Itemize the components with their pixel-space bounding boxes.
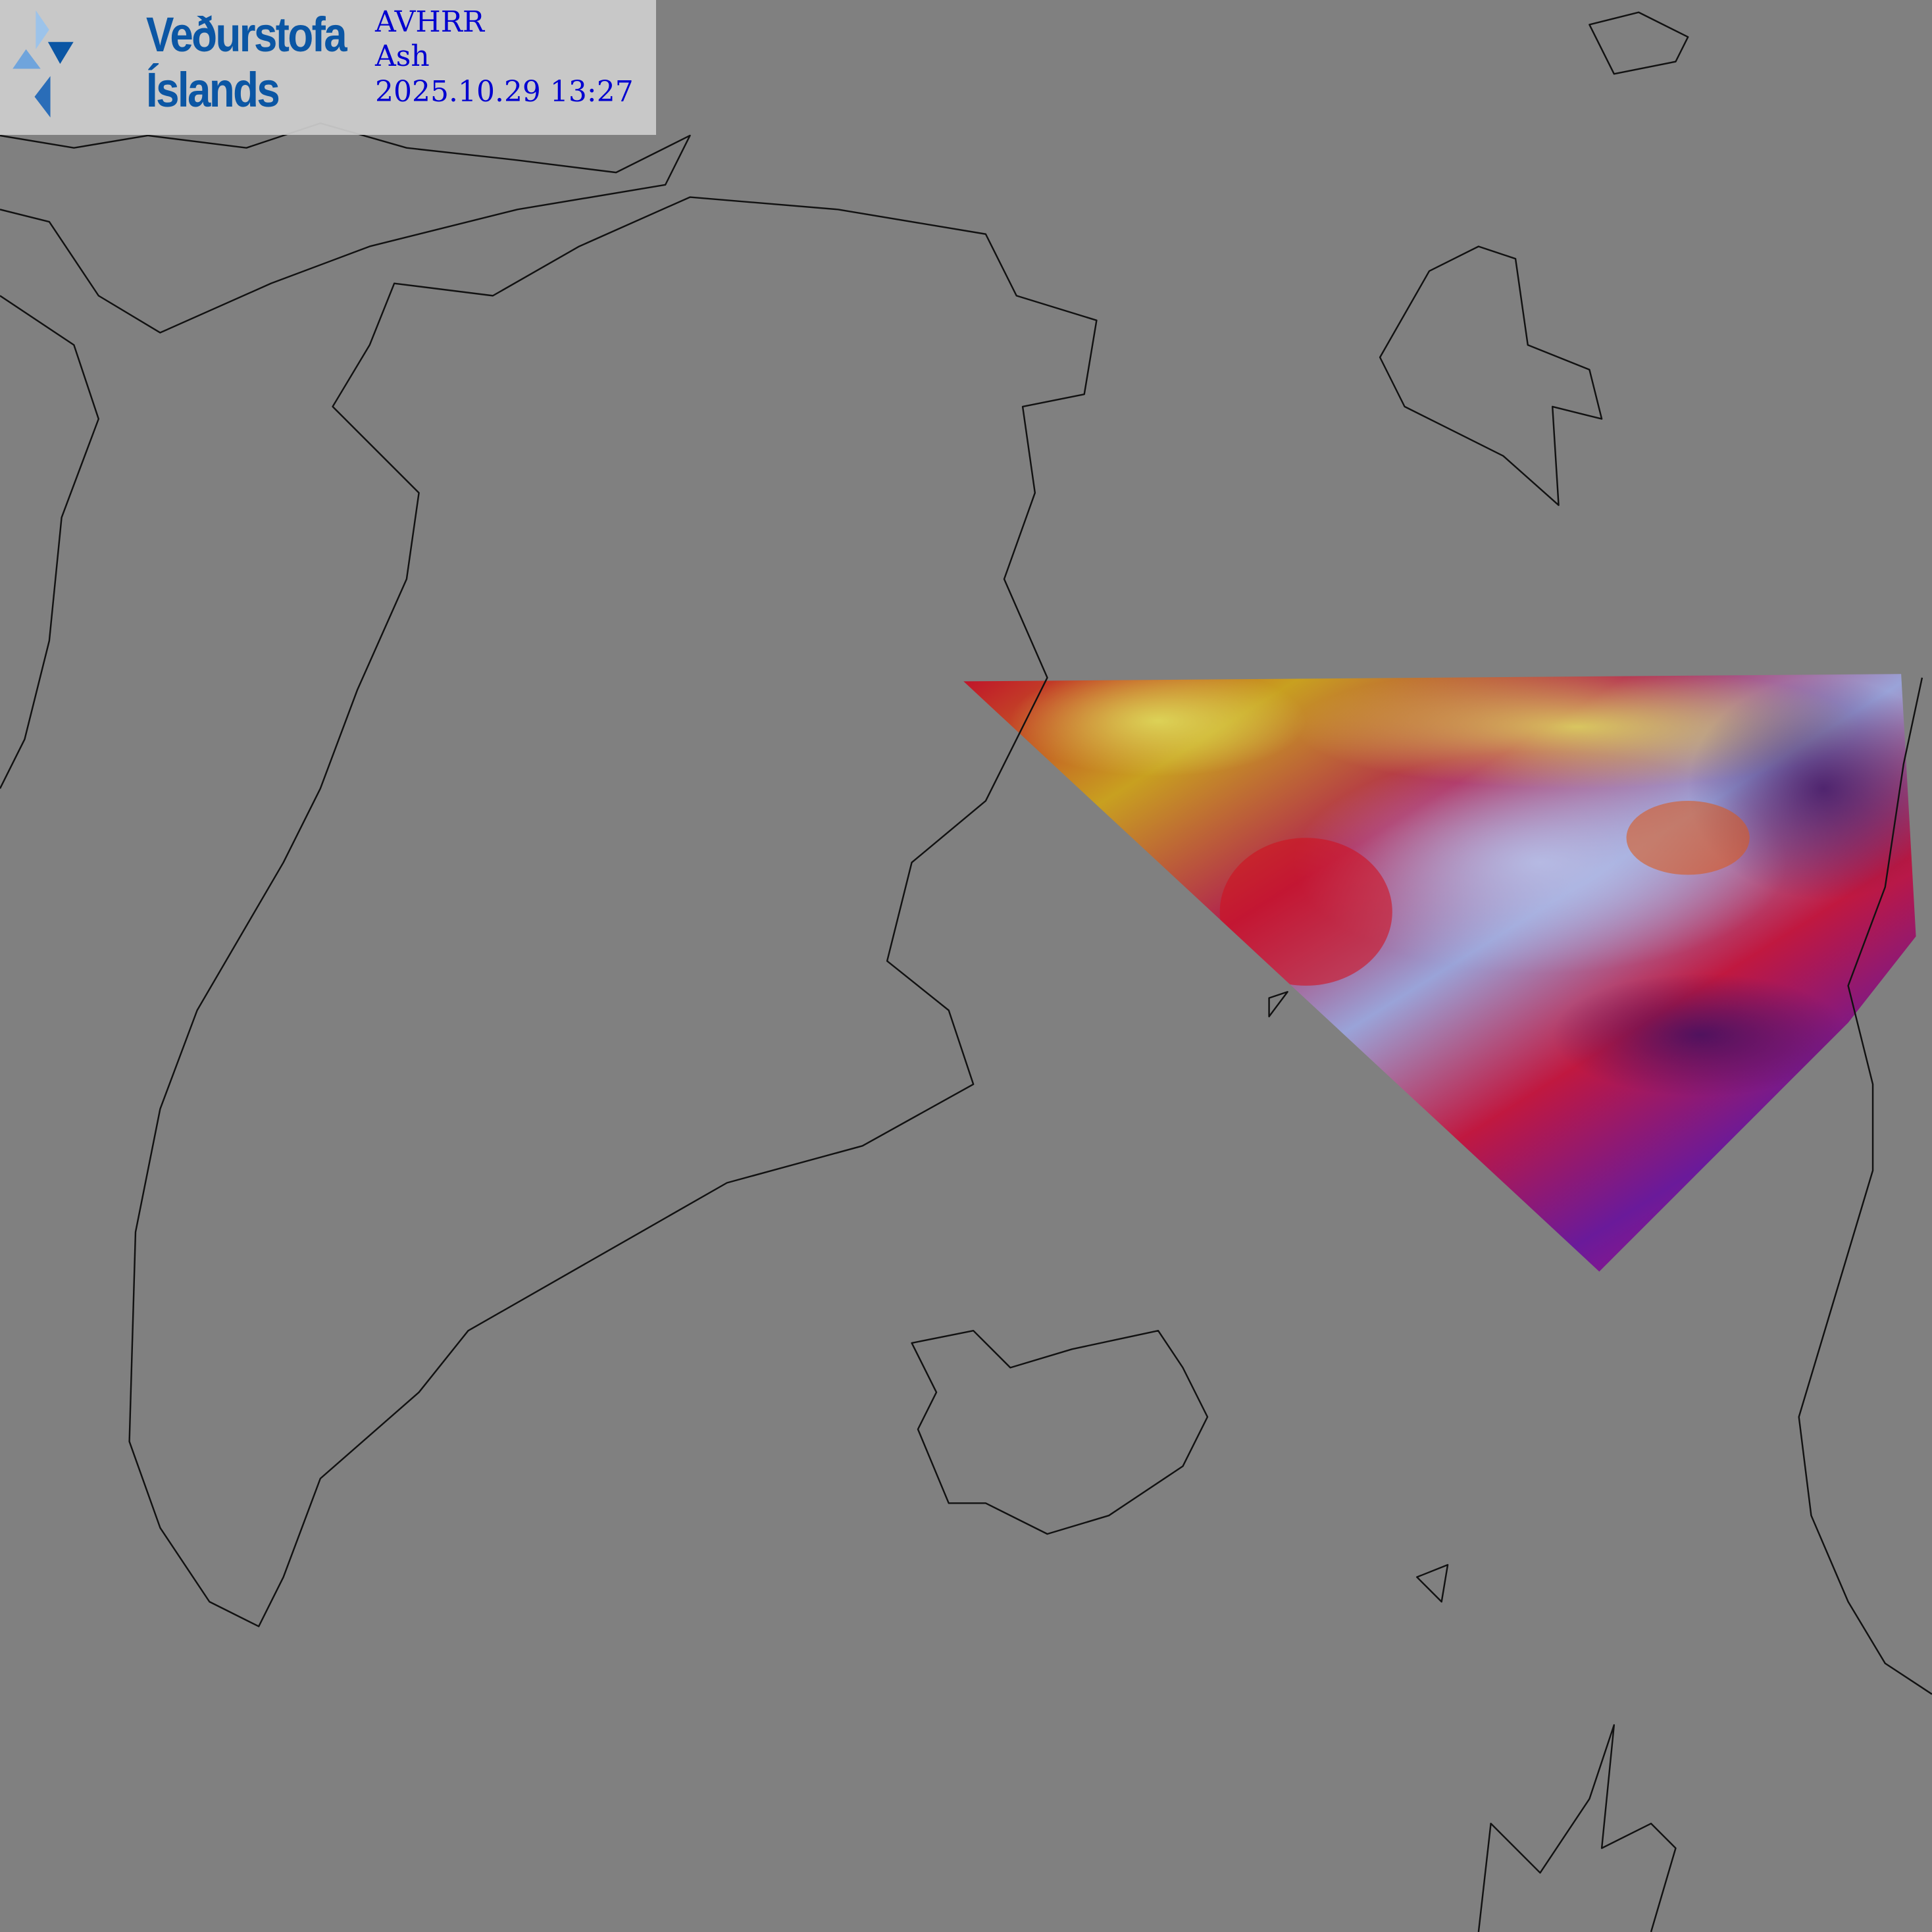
coastline-greenland xyxy=(128,196,1098,1627)
coastline-jan-mayen xyxy=(1268,991,1288,1017)
product-label: Ash xyxy=(375,39,430,73)
coastline-faroes xyxy=(1416,1563,1449,1603)
coastline-franz-josef xyxy=(1589,11,1689,75)
logo-text-line1: Veðurstofa xyxy=(146,7,347,62)
coastline-scotland xyxy=(1477,1724,1677,1932)
vedurstofa-logo-icon xyxy=(13,10,74,118)
coastline-baffin xyxy=(0,295,100,789)
coastline-norway xyxy=(1798,677,1932,1695)
sensor-label: AVHRR xyxy=(375,5,484,39)
timestamp-label: 2025.10.29 13:27 xyxy=(375,75,634,109)
coastline-svalbard xyxy=(1379,245,1603,506)
coastline-iceland xyxy=(911,1329,1209,1535)
header-panel: Veðurstofa Íslands AVHRR Ash 2025.10.29 … xyxy=(0,0,656,135)
logo-text-line2: Íslands xyxy=(146,63,280,117)
satellite-swath xyxy=(963,674,1916,1272)
coastline-ellesmere xyxy=(0,122,691,334)
